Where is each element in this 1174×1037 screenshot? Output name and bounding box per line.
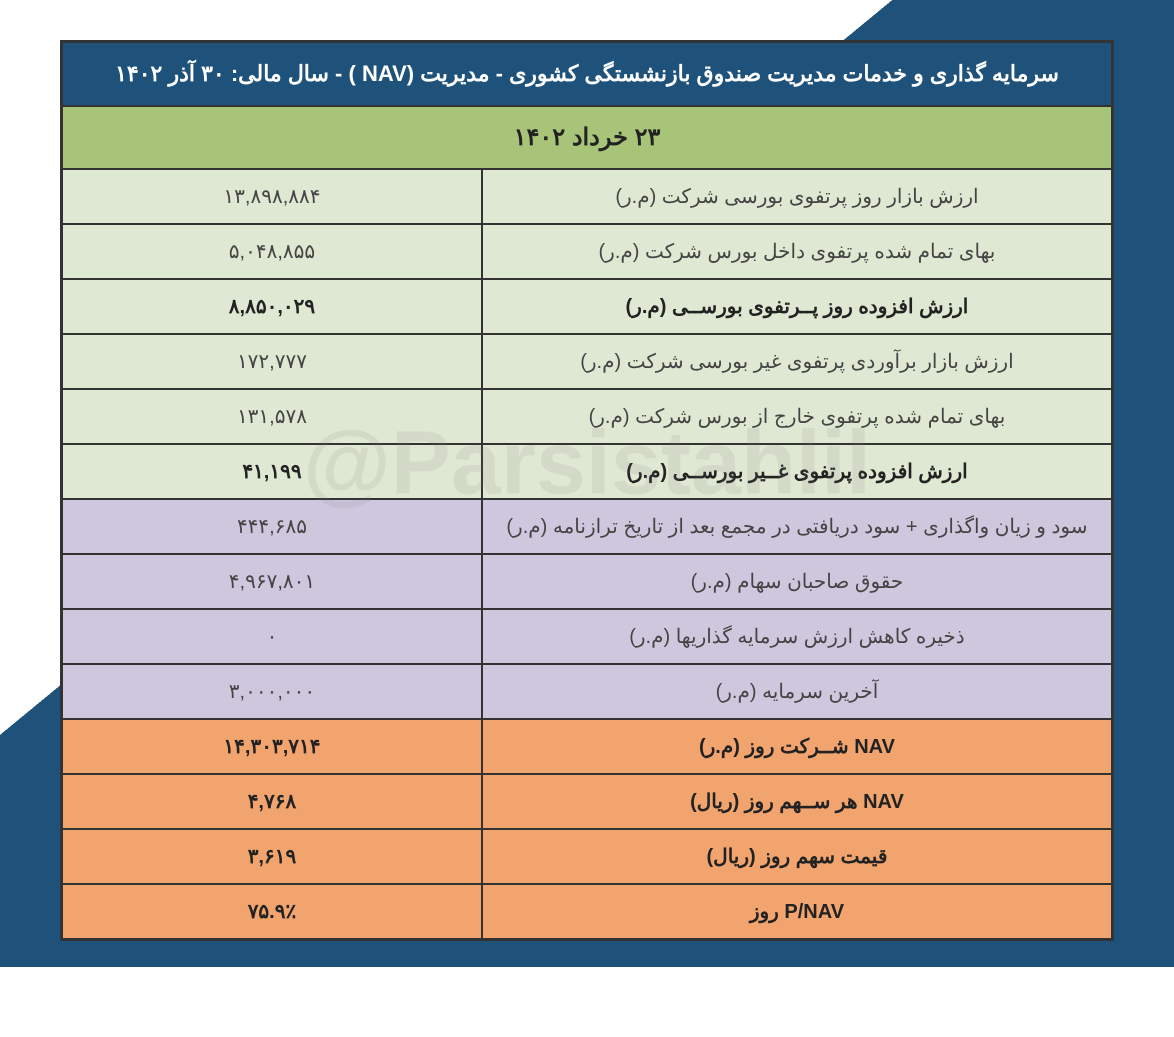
row-label: ارزش افزوده روز پــرتفوی بورســی (م.ر) xyxy=(482,279,1113,334)
row-value: ۴,۷۶۸ xyxy=(62,774,482,829)
row-value: ۱۴,۳۰۳,۷۱۴ xyxy=(62,719,482,774)
row-label: قیمت سهم روز (ریال) xyxy=(482,829,1113,884)
nav-table: سرمایه گذاری و خدمات مدیریت صندوق بازنشس… xyxy=(60,40,1114,941)
table-row: ارزش بازار برآوردی پرتفوی غیر بورسی شرکت… xyxy=(62,334,1113,389)
row-label: ذخیره کاهش ارزش سرمایه گذاریها (م.ر) xyxy=(482,609,1113,664)
row-value: ۵,۰۴۸,۸۵۵ xyxy=(62,224,482,279)
row-value: ۴۴۴,۶۸۵ xyxy=(62,499,482,554)
row-label: بهای تمام شده پرتفوی خارج از بورس شرکت (… xyxy=(482,389,1113,444)
table-date-row: ۲۳ خرداد ۱۴۰۲ xyxy=(62,106,1113,169)
table-row: ذخیره کاهش ارزش سرمایه گذاریها (م.ر)۰ xyxy=(62,609,1113,664)
table-header-row: سرمایه گذاری و خدمات مدیریت صندوق بازنشس… xyxy=(62,42,1113,107)
row-label: بهای تمام شده پرتفوی داخل بورس شرکت (م.ر… xyxy=(482,224,1113,279)
row-label: NAV شــرکت روز (م.ر) xyxy=(482,719,1113,774)
row-value: ۴۱,۱۹۹ xyxy=(62,444,482,499)
table-row: NAV هر ســهم روز (ریال)۴,۷۶۸ xyxy=(62,774,1113,829)
row-value: ۴,۹۶۷,۸۰۱ xyxy=(62,554,482,609)
row-label: ارزش بازار برآوردی پرتفوی غیر بورسی شرکت… xyxy=(482,334,1113,389)
table-container: سرمایه گذاری و خدمات مدیریت صندوق بازنشس… xyxy=(0,0,1174,961)
row-value: ۱۳,۸۹۸,۸۸۴ xyxy=(62,169,482,224)
row-value: ۱۷۲,۷۷۷ xyxy=(62,334,482,389)
row-label: P/NAV روز xyxy=(482,884,1113,940)
footer-summary: NAV هر سهم ۴,۷۶۸ ریال و نسبت P/NAV روز ش… xyxy=(0,961,1174,1037)
row-label: ارزش افزوده پرتفوی غــیر بورســی (م.ر) xyxy=(482,444,1113,499)
table-row: ارزش افزوده پرتفوی غــیر بورســی (م.ر)۴۱… xyxy=(62,444,1113,499)
table-row: قیمت سهم روز (ریال)۳,۶۱۹ xyxy=(62,829,1113,884)
row-label: حقوق صاحبان سهام (م.ر) xyxy=(482,554,1113,609)
row-value: ۸,۸۵۰,۰۲۹ xyxy=(62,279,482,334)
table-row: حقوق صاحبان سهام (م.ر)۴,۹۶۷,۸۰۱ xyxy=(62,554,1113,609)
row-label: آخرین سرمایه (م.ر) xyxy=(482,664,1113,719)
table-row: NAV شــرکت روز (م.ر)۱۴,۳۰۳,۷۱۴ xyxy=(62,719,1113,774)
row-value: ۰ xyxy=(62,609,482,664)
table-row: P/NAV روز۷۵.۹٪ xyxy=(62,884,1113,940)
table-row: بهای تمام شده پرتفوی داخل بورس شرکت (م.ر… xyxy=(62,224,1113,279)
row-value: ۷۵.۹٪ xyxy=(62,884,482,940)
row-label: سود و زیان واگذاری + سود دریافتی در مجمع… xyxy=(482,499,1113,554)
row-value: ۳,۶۱۹ xyxy=(62,829,482,884)
table-row: ارزش افزوده روز پــرتفوی بورســی (م.ر)۸,… xyxy=(62,279,1113,334)
table-row: ارزش بازار روز پرتفوی بورسی شرکت (م.ر)۱۳… xyxy=(62,169,1113,224)
table-header-cell: سرمایه گذاری و خدمات مدیریت صندوق بازنشس… xyxy=(62,42,1113,107)
row-label: ارزش بازار روز پرتفوی بورسی شرکت (م.ر) xyxy=(482,169,1113,224)
table-row: بهای تمام شده پرتفوی خارج از بورس شرکت (… xyxy=(62,389,1113,444)
table-row: سود و زیان واگذاری + سود دریافتی در مجمع… xyxy=(62,499,1113,554)
row-label: NAV هر ســهم روز (ریال) xyxy=(482,774,1113,829)
table-row: آخرین سرمایه (م.ر)۳,۰۰۰,۰۰۰ xyxy=(62,664,1113,719)
row-value: ۱۳۱,۵۷۸ xyxy=(62,389,482,444)
row-value: ۳,۰۰۰,۰۰۰ xyxy=(62,664,482,719)
table-date-cell: ۲۳ خرداد ۱۴۰۲ xyxy=(62,106,1113,169)
